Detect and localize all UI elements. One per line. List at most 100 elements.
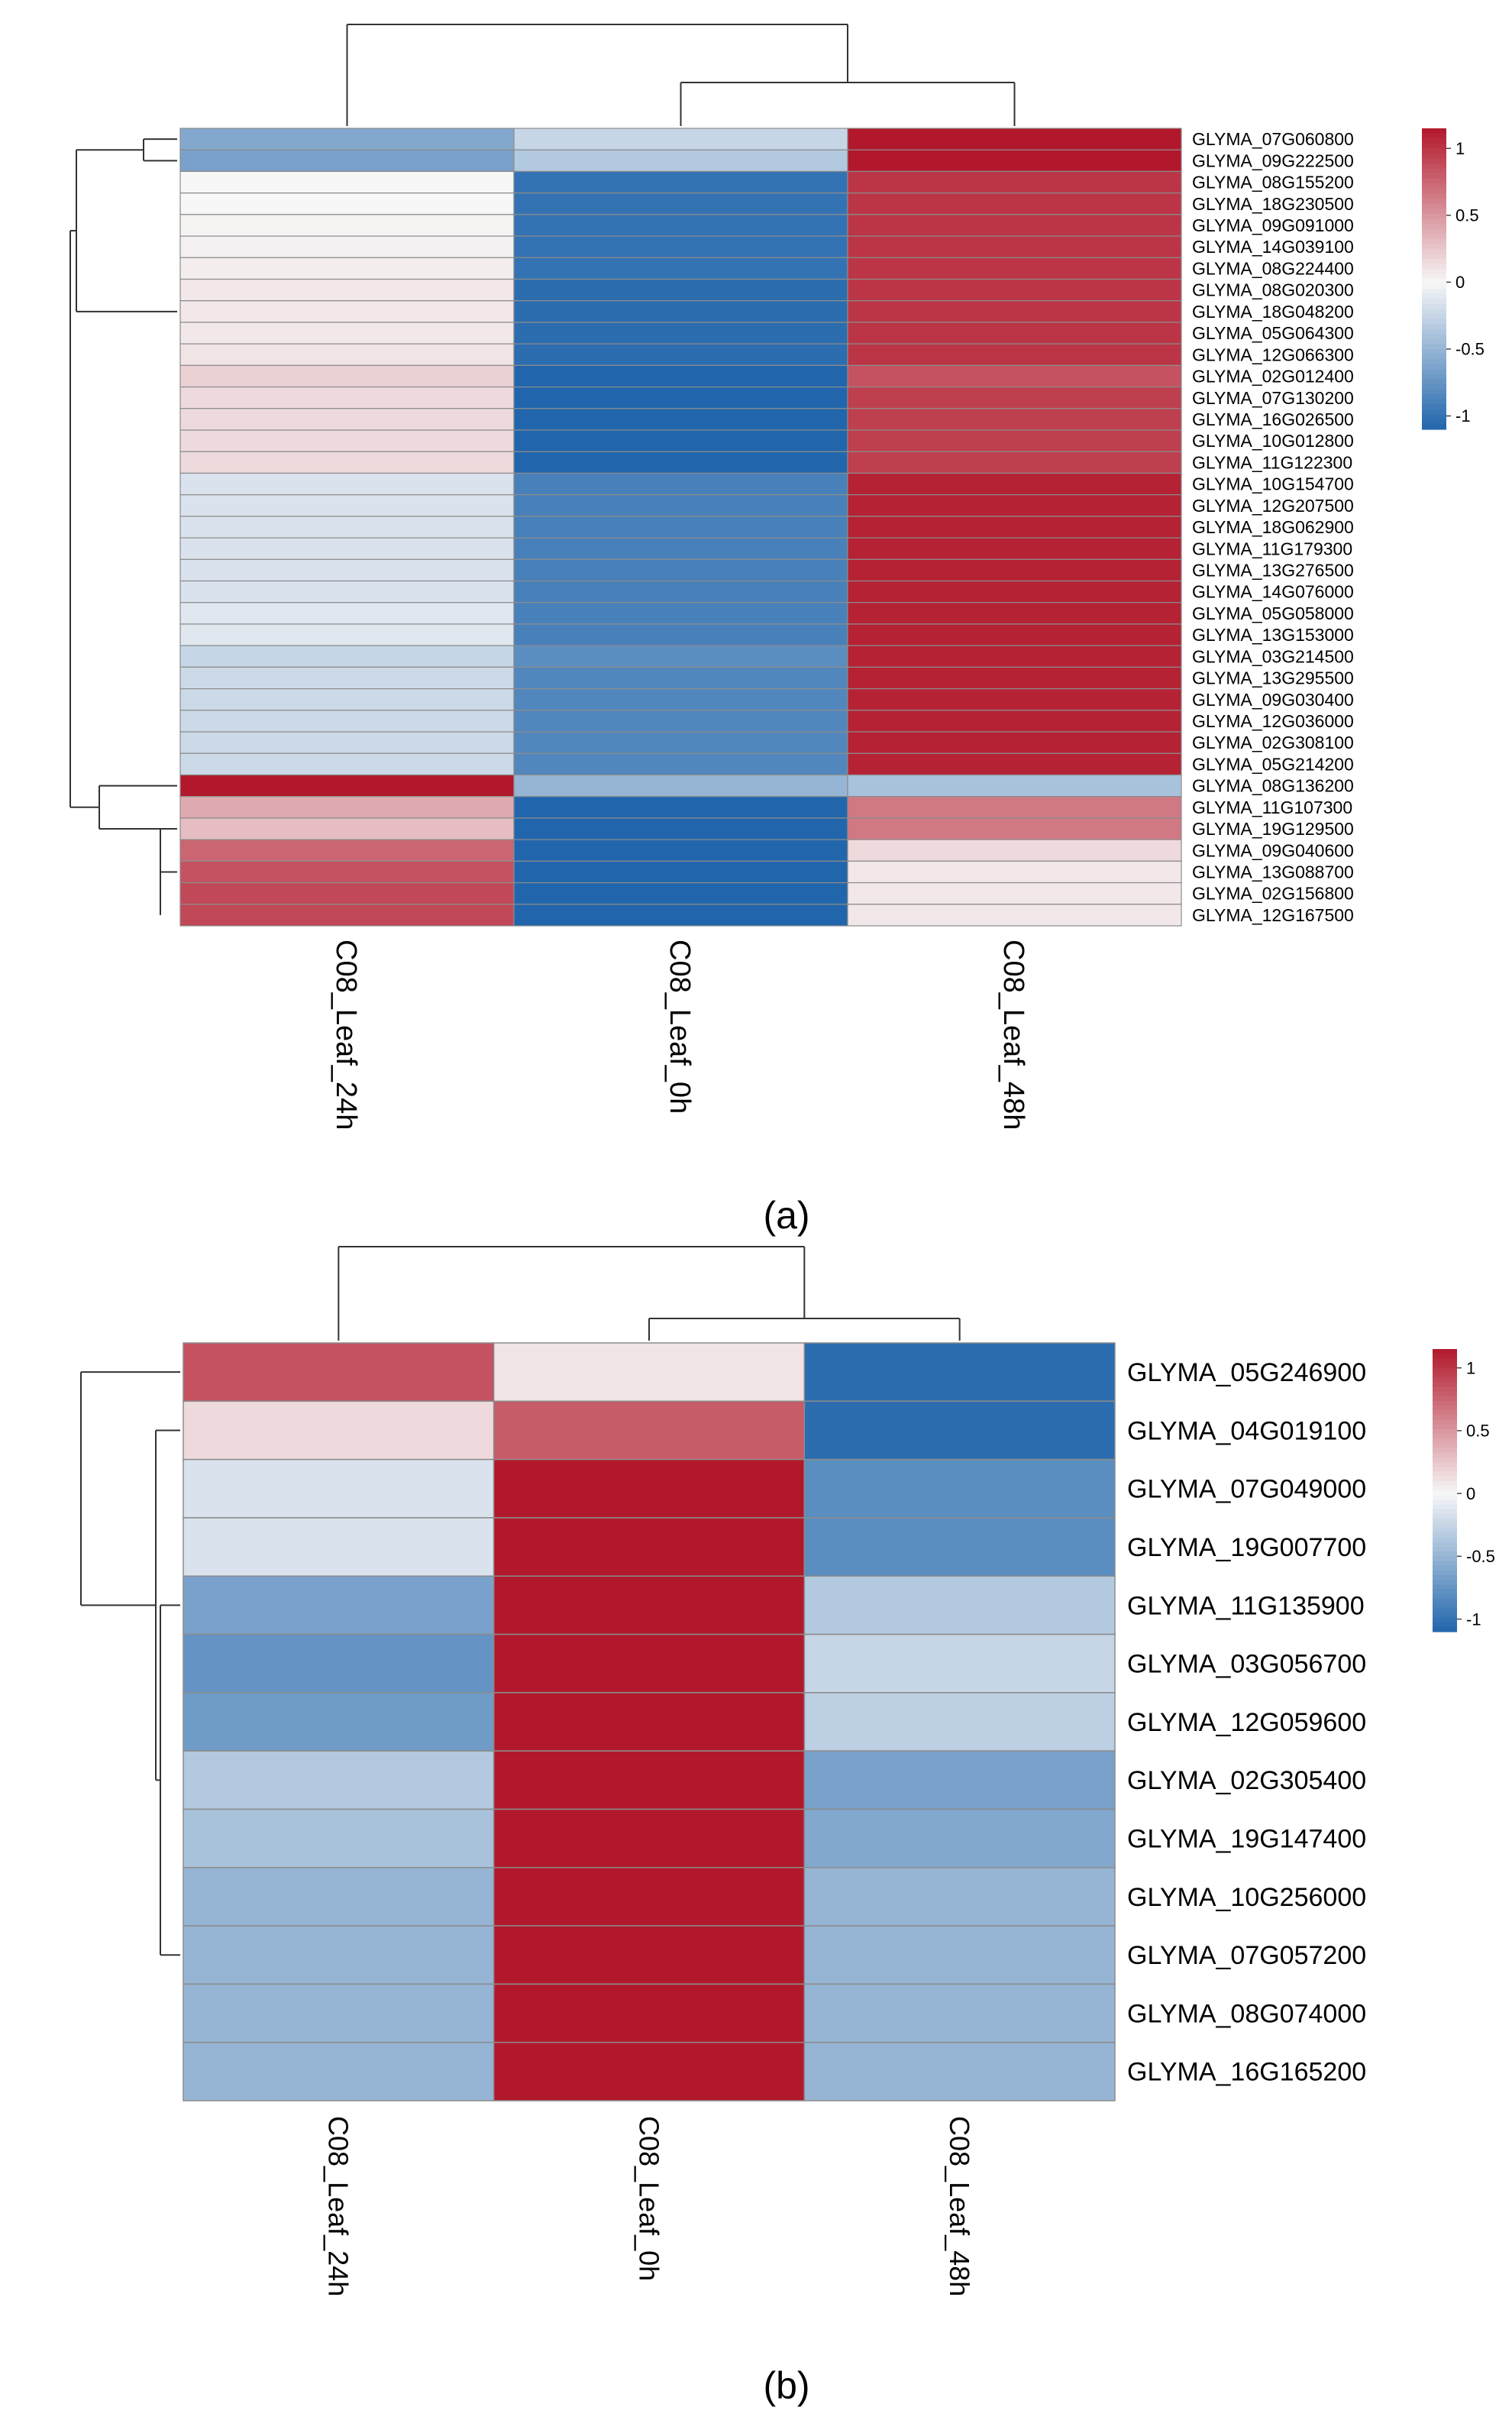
- colorbar-segment: [1433, 1570, 1457, 1576]
- heatmap-cell: [513, 516, 848, 539]
- row-label: GLYMA_11G122300: [1192, 452, 1352, 472]
- colorbar-segment: [1422, 283, 1446, 290]
- heatmap-cell: [513, 666, 848, 690]
- heatmap-cell: [179, 558, 515, 582]
- heatmap-cell: [513, 602, 848, 625]
- row-label: GLYMA_07G057200: [1127, 1941, 1366, 1970]
- heatmap-cell: [847, 710, 1182, 733]
- heatmap-cell: [513, 149, 848, 173]
- colorbar-segment: [1422, 238, 1446, 244]
- heatmap-cell: [493, 1458, 806, 1519]
- heatmap-cell: [847, 257, 1182, 280]
- heatmap-cell: [179, 192, 515, 215]
- colorbar-segment: [1422, 143, 1446, 149]
- heatmap-cell: [513, 494, 848, 517]
- colorbar-segment: [1422, 338, 1446, 345]
- heatmap-cell: [513, 860, 848, 884]
- heatmap-cell: [803, 1692, 1116, 1752]
- heatmap-cell: [847, 860, 1182, 884]
- heatmap-cell: [179, 774, 515, 798]
- colorbar-segment: [1422, 309, 1446, 315]
- colorbar-segment: [1433, 1424, 1457, 1430]
- heatmap-cell: [847, 839, 1182, 862]
- colorbar-segment: [1422, 133, 1446, 139]
- heatmap-cell: [513, 322, 848, 345]
- colorbar-segment: [1422, 348, 1446, 355]
- heatmap-cell: [513, 774, 848, 798]
- colorbar-segment: [1433, 1476, 1457, 1482]
- row-label: GLYMA_09G040600: [1192, 840, 1354, 860]
- heatmap-cell: [847, 494, 1182, 517]
- heatmap-cells: [179, 128, 1182, 927]
- row-label: GLYMA_07G130200: [1192, 388, 1354, 408]
- colorbar-segment: [1422, 268, 1446, 275]
- heatmap-cell: [513, 429, 848, 452]
- colorbar-segment: [1433, 1519, 1457, 1524]
- heatmap-cell: [179, 537, 515, 560]
- colorbar-segment: [1433, 1419, 1457, 1425]
- heatmap-cell: [183, 1983, 495, 2043]
- colorbar-tick-label: 0: [1455, 273, 1465, 292]
- colorbar-tick-label: 1: [1455, 139, 1465, 158]
- heatmap-cell: [513, 688, 848, 711]
- heatmap-cell: [803, 1867, 1116, 1927]
- row-label: GLYMA_05G214200: [1192, 754, 1354, 774]
- colorbar-segment: [1422, 168, 1446, 174]
- heatmap-cell: [179, 860, 515, 884]
- colorbar-segment: [1422, 289, 1446, 295]
- row-label: GLYMA_18G048200: [1192, 302, 1354, 322]
- heatmap-cell: [179, 580, 515, 603]
- heatmap-cell: [513, 170, 848, 194]
- heatmap-cell: [179, 149, 515, 173]
- heatmap-cell: [847, 451, 1182, 474]
- heatmap-cell: [183, 1808, 495, 1868]
- colorbar-segment: [1433, 1443, 1457, 1449]
- heatmap-cell: [183, 1575, 495, 1635]
- colorbar-segment: [1433, 1386, 1457, 1393]
- colorbar-segment: [1433, 1382, 1457, 1387]
- column-label: C08_Leaf_48h: [997, 940, 1029, 1130]
- heatmap-cell: [847, 882, 1182, 905]
- colorbar-segment: [1433, 1434, 1457, 1439]
- row-label: GLYMA_12G207500: [1192, 496, 1354, 516]
- row-label: GLYMA_09G222500: [1192, 150, 1354, 170]
- heatmap-cell: [513, 752, 848, 776]
- heatmap-cell: [513, 278, 848, 302]
- colorbar-tick-label: -0.5: [1455, 340, 1485, 359]
- colorbar-segment: [1433, 1626, 1457, 1632]
- colorbar-segment: [1422, 404, 1446, 410]
- heatmap-cell: [179, 666, 515, 690]
- column-label: C08_Leaf_48h: [944, 2116, 975, 2296]
- heatmap-cell: [513, 235, 848, 258]
- colorbar-segment: [1433, 1565, 1457, 1571]
- colorbar-segment: [1422, 223, 1446, 229]
- colorbar-segment: [1433, 1589, 1457, 1595]
- colorbar-segment: [1433, 1457, 1457, 1463]
- heatmap-cell: [513, 300, 848, 323]
- heatmap-cell: [493, 1750, 806, 1810]
- heatmap-cell: [493, 2041, 806, 2101]
- heatmap-cell: [803, 1400, 1116, 1461]
- colorbar-segment: [1433, 1598, 1457, 1604]
- heatmap-cell: [179, 731, 515, 754]
- heatmap-cell: [513, 386, 848, 409]
- heatmap-cell: [183, 1692, 495, 1752]
- colorbar-segment: [1433, 1372, 1457, 1378]
- heatmap-cell: [847, 904, 1182, 927]
- colorbar-segment: [1433, 1528, 1457, 1534]
- colorbar-segment: [1433, 1462, 1457, 1467]
- heatmap-cell: [847, 623, 1182, 646]
- row-label: GLYMA_16G026500: [1192, 409, 1354, 429]
- panel-label: (a): [763, 1194, 809, 1237]
- heatmap-cell: [513, 257, 848, 280]
- colorbar-tick-label: 0: [1466, 1484, 1475, 1503]
- column-label: C08_Leaf_0h: [664, 940, 696, 1114]
- colorbar-segment: [1433, 1438, 1457, 1444]
- heatmap-cell: [847, 774, 1182, 798]
- heatmap-cell: [179, 623, 515, 646]
- colorbar-segment: [1422, 369, 1446, 375]
- heatmap-cell: [513, 731, 848, 754]
- row-label: GLYMA_08G020300: [1192, 280, 1354, 300]
- row-label: GLYMA_05G064300: [1192, 323, 1354, 343]
